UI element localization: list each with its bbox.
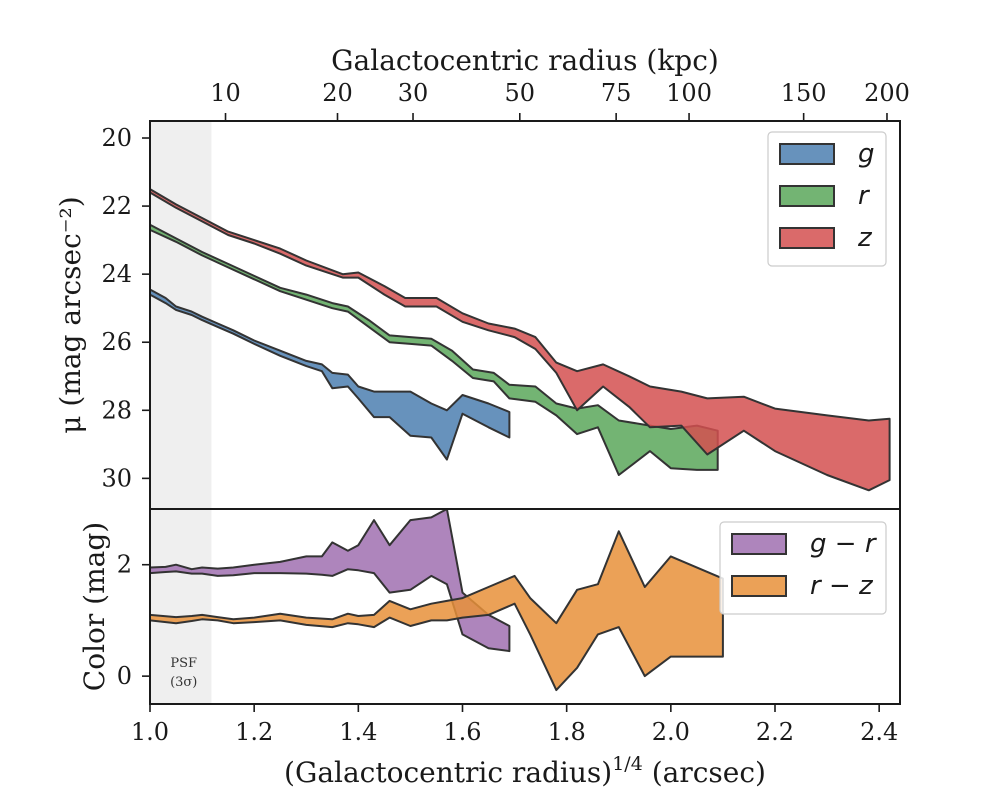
kpc-axis: 10 20 30 50 75 100 150 200 — [210, 79, 910, 121]
kpc-tick-label: 10 — [210, 79, 241, 107]
top-y-tick-label: 20 — [101, 124, 132, 152]
x-tick-label: 2.4 — [860, 718, 898, 746]
color-rz-band — [149, 530, 724, 692]
kpc-tick-label: 200 — [864, 79, 910, 107]
x-axis-title-unit: (arcsec) — [643, 756, 766, 789]
psf-sigma-label: (3σ) — [170, 675, 197, 690]
color-legend: g − r r − z — [719, 521, 887, 615]
color-y-axis: 02 — [117, 551, 150, 690]
band-legend-swatch-z — [779, 227, 835, 249]
x-tick-label: 1.8 — [548, 718, 586, 746]
color-gr-band — [149, 508, 511, 653]
band-legend-swatch-r — [779, 185, 835, 207]
top-y-tick-label: 22 — [101, 192, 132, 220]
surface-brightness-axis-title: μ (mag arcsec⁻²) — [54, 196, 87, 433]
x-tick-label: 2.0 — [652, 718, 690, 746]
x-tick-label: 1.2 — [235, 718, 273, 746]
top-y-axis: 20 22 24 26 28 30 — [101, 124, 150, 492]
x-axis: 1.0 1.2 1.4 1.6 1.8 2.0 2.2 2.4 — [131, 704, 898, 746]
bottom-axes-frame — [149, 508, 901, 705]
surface-brightness-g-band — [149, 288, 511, 461]
kpc-tick-label: 50 — [505, 79, 536, 107]
color-legend-label: r − z — [810, 571, 874, 601]
color-y-tick-label: 2 — [117, 551, 132, 579]
color-legend-swatch-rz — [731, 575, 787, 597]
color-legend-label: g − r — [810, 529, 878, 559]
x-tick-label: 1.6 — [443, 718, 481, 746]
kpc-axis-title: Galactocentric radius (kpc) — [331, 44, 719, 77]
psf-label: PSF — [170, 656, 197, 671]
band-legend-label: r — [858, 181, 871, 211]
color-y-tick-label: 0 — [117, 662, 132, 690]
top-y-tick-label: 26 — [101, 328, 132, 356]
color-axis-title: Color (mag) — [78, 522, 111, 691]
surface-brightness-r-band — [149, 223, 719, 476]
band-legend-label: g — [858, 139, 875, 169]
top-y-tick-label: 28 — [101, 396, 132, 424]
surface-brightness-panel: 20 22 24 26 28 30 10 20 30 50 75 100 150 200 Galacto… — [54, 44, 910, 510]
top-y-tick-label: 30 — [101, 464, 132, 492]
color-legend-swatch-gr — [731, 533, 787, 555]
surface-brightness-z-band — [149, 188, 891, 492]
x-axis-title-main: (Galactocentric radius) — [284, 756, 612, 789]
x-tick-label: 2.2 — [756, 718, 794, 746]
psf-shaded-region-bottom — [150, 509, 212, 704]
color-bands — [149, 508, 724, 692]
band-legend: grz — [767, 131, 887, 267]
x-axis-title: (Galactocentric radius)1/4 (arcsec) — [284, 753, 766, 789]
psf-shaded-region-top — [150, 121, 212, 509]
x-tick-label: 1.0 — [131, 718, 169, 746]
color-panel: PSF (3σ) 02 1.0 1.2 1.4 1.6 1.8 2.0 2.2 2.4 (Ga… — [78, 508, 901, 789]
kpc-tick-label: 150 — [781, 79, 827, 107]
kpc-tick-label: 75 — [601, 79, 632, 107]
x-tick-label: 1.4 — [339, 718, 377, 746]
kpc-tick-label: 20 — [322, 79, 353, 107]
x-axis-title-exponent: 1/4 — [612, 753, 643, 775]
kpc-tick-label: 30 — [398, 79, 429, 107]
band-legend-label: z — [857, 223, 873, 253]
top-y-tick-label: 24 — [101, 260, 132, 288]
kpc-tick-label: 100 — [666, 79, 712, 107]
band-legend-swatch-g — [779, 143, 835, 165]
surface-brightness-bands — [149, 188, 891, 492]
